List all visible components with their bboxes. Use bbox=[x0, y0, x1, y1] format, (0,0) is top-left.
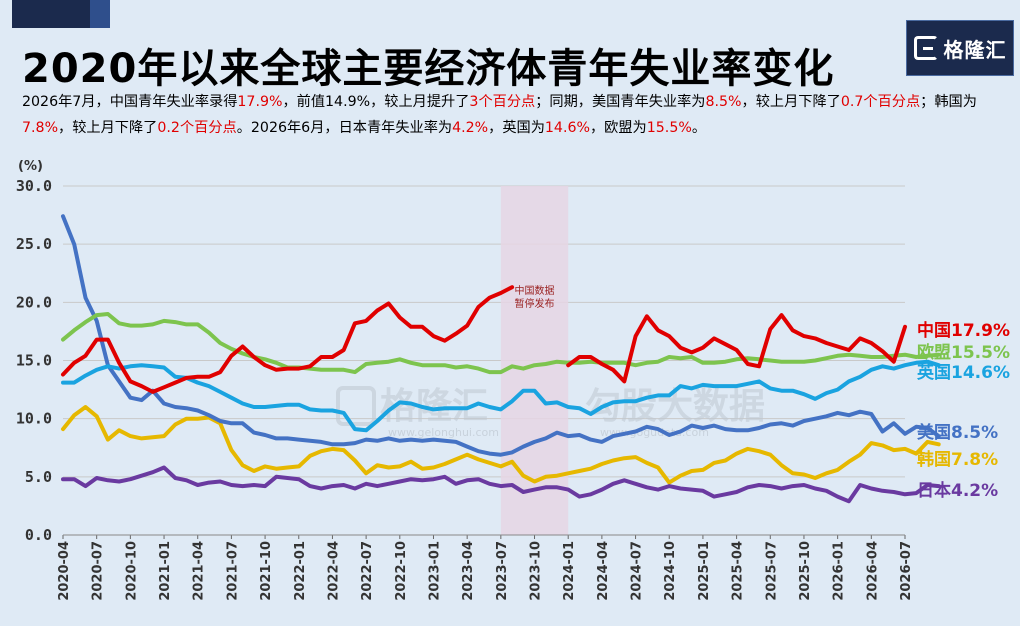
x-tick-label: 2022-04 bbox=[326, 541, 341, 601]
x-tick-label: 2021-04 bbox=[192, 541, 207, 601]
axes: (%) 0.0 5.0 10.0 15.0 20.0 25.0 30.0 2020-04 2020… bbox=[16, 159, 914, 601]
x-tick-label: 2023-04 bbox=[461, 541, 476, 601]
x-tick-label: 2022-07 bbox=[360, 541, 375, 601]
x-tick-label: 2021-10 bbox=[259, 541, 274, 601]
x-tick-label: 2021-07 bbox=[225, 541, 240, 601]
desc-highlight: 4.2% bbox=[452, 120, 489, 136]
y-tick-label: 15.0 bbox=[16, 352, 52, 370]
x-tick-label: 2024-07 bbox=[630, 541, 645, 601]
end-label-eu: 欧盟15.5% bbox=[917, 342, 1010, 363]
x-tick-label: 2025-04 bbox=[731, 541, 746, 601]
pause-band-label: 中国数据 bbox=[515, 284, 555, 297]
desc-highlight: 7.8% bbox=[22, 120, 59, 136]
x-tick-label: 2025-01 bbox=[697, 541, 712, 601]
x-tick-label: 2024-01 bbox=[562, 541, 577, 601]
desc-text: ，较上月下降了 bbox=[741, 94, 841, 110]
watermark-logo-icon bbox=[336, 386, 376, 426]
series-line-china bbox=[61, 285, 515, 394]
y-tick-label: 20.0 bbox=[16, 293, 52, 311]
logo-g-icon bbox=[913, 36, 938, 60]
desc-text: 。2026年6月，日本青年失业率为 bbox=[236, 120, 453, 136]
desc-highlight: 0.7个百分点 bbox=[840, 94, 921, 110]
desc-text: ，欧盟为 bbox=[589, 120, 647, 136]
end-labels: 韩国7.8% 日本4.2% 美国8.5% 英国14.6%欧盟15.5%中国17.9% bbox=[917, 320, 1010, 501]
x-tick-label: 2022-10 bbox=[394, 541, 409, 601]
desc-text: ，英国为 bbox=[488, 120, 545, 136]
desc-highlight: 14.6% bbox=[544, 120, 590, 136]
end-label-japan: 日本4.2% bbox=[917, 480, 998, 501]
y-tick-label: 5.0 bbox=[25, 468, 52, 486]
desc-text: ；韩国为 bbox=[920, 94, 977, 110]
x-tick-label: 2026-01 bbox=[832, 541, 847, 601]
series-line-japan bbox=[61, 465, 941, 504]
y-tick-label: 25.0 bbox=[16, 235, 52, 253]
series-lines bbox=[61, 214, 941, 504]
series-line-eu bbox=[61, 312, 941, 375]
desc-highlight: 3个百分点 bbox=[469, 94, 536, 110]
x-tick-label: 2025-10 bbox=[798, 541, 813, 601]
chart-description: 2026年7月，中国青年失业率录得17.9%，前值14.9%，较上月提升了3个百… bbox=[22, 89, 997, 141]
desc-highlight: 8.5% bbox=[705, 94, 742, 110]
y-unit-label: (%) bbox=[18, 159, 43, 174]
y-tick-label: 30.0 bbox=[16, 177, 52, 195]
x-tick-label: 2023-10 bbox=[529, 541, 544, 601]
x-tick-label: 2024-10 bbox=[663, 541, 678, 601]
desc-text: ，较上月下降了 bbox=[58, 120, 158, 136]
corner-decoration bbox=[12, 0, 110, 28]
end-label-korea: 韩国7.8% bbox=[917, 449, 998, 470]
desc-text: ；同期，美国青年失业率为 bbox=[535, 94, 706, 110]
x-tick-label: 2024-04 bbox=[596, 541, 611, 601]
brand-logo: 格隆汇 bbox=[906, 20, 1014, 76]
desc-text: 。 bbox=[691, 120, 707, 136]
y-tick-label: 0.0 bbox=[25, 526, 52, 544]
x-tick-label: 2026-07 bbox=[899, 541, 914, 601]
x-tick-label: 2025-07 bbox=[764, 541, 779, 601]
y-tick-label: 10.0 bbox=[16, 410, 52, 428]
end-label-uk: 英国14.6% bbox=[917, 362, 1010, 383]
page-title: 2020年以来全球主要经济体青年失业率变化 bbox=[22, 46, 835, 92]
x-tick-label: 2026-04 bbox=[865, 541, 880, 601]
x-tick-label: 2023-07 bbox=[495, 541, 510, 601]
x-tick-label: 2022-01 bbox=[293, 541, 308, 601]
x-tick-label: 2020-04 bbox=[57, 541, 72, 601]
desc-highlight: 15.5% bbox=[646, 120, 692, 136]
series-line-korea bbox=[61, 405, 941, 485]
x-tick-label: 2020-07 bbox=[91, 541, 106, 601]
logo-text: 格隆汇 bbox=[943, 37, 1007, 62]
desc-highlight: 0.2个百分点 bbox=[157, 120, 237, 136]
pause-band-label: 暂停发布 bbox=[515, 297, 555, 310]
desc-text: ，前值14.9%，较上月提升了 bbox=[282, 94, 470, 110]
desc-highlight: 17.9% bbox=[237, 94, 283, 110]
end-label-china: 中国17.9% bbox=[917, 320, 1010, 341]
x-tick-label: 2021-01 bbox=[158, 541, 173, 601]
desc-text: 2026年7月，中国青年失业率录得 bbox=[22, 94, 238, 110]
watermark-url: www.gelonghui.com bbox=[388, 426, 499, 439]
x-tick-label: 2020-10 bbox=[124, 541, 139, 601]
end-label-us: 美国8.5% bbox=[917, 422, 998, 443]
series-line-uk bbox=[61, 359, 941, 433]
series-line-us bbox=[61, 214, 941, 457]
x-tick-label: 2023-01 bbox=[427, 541, 442, 601]
series-line-china bbox=[566, 313, 907, 384]
